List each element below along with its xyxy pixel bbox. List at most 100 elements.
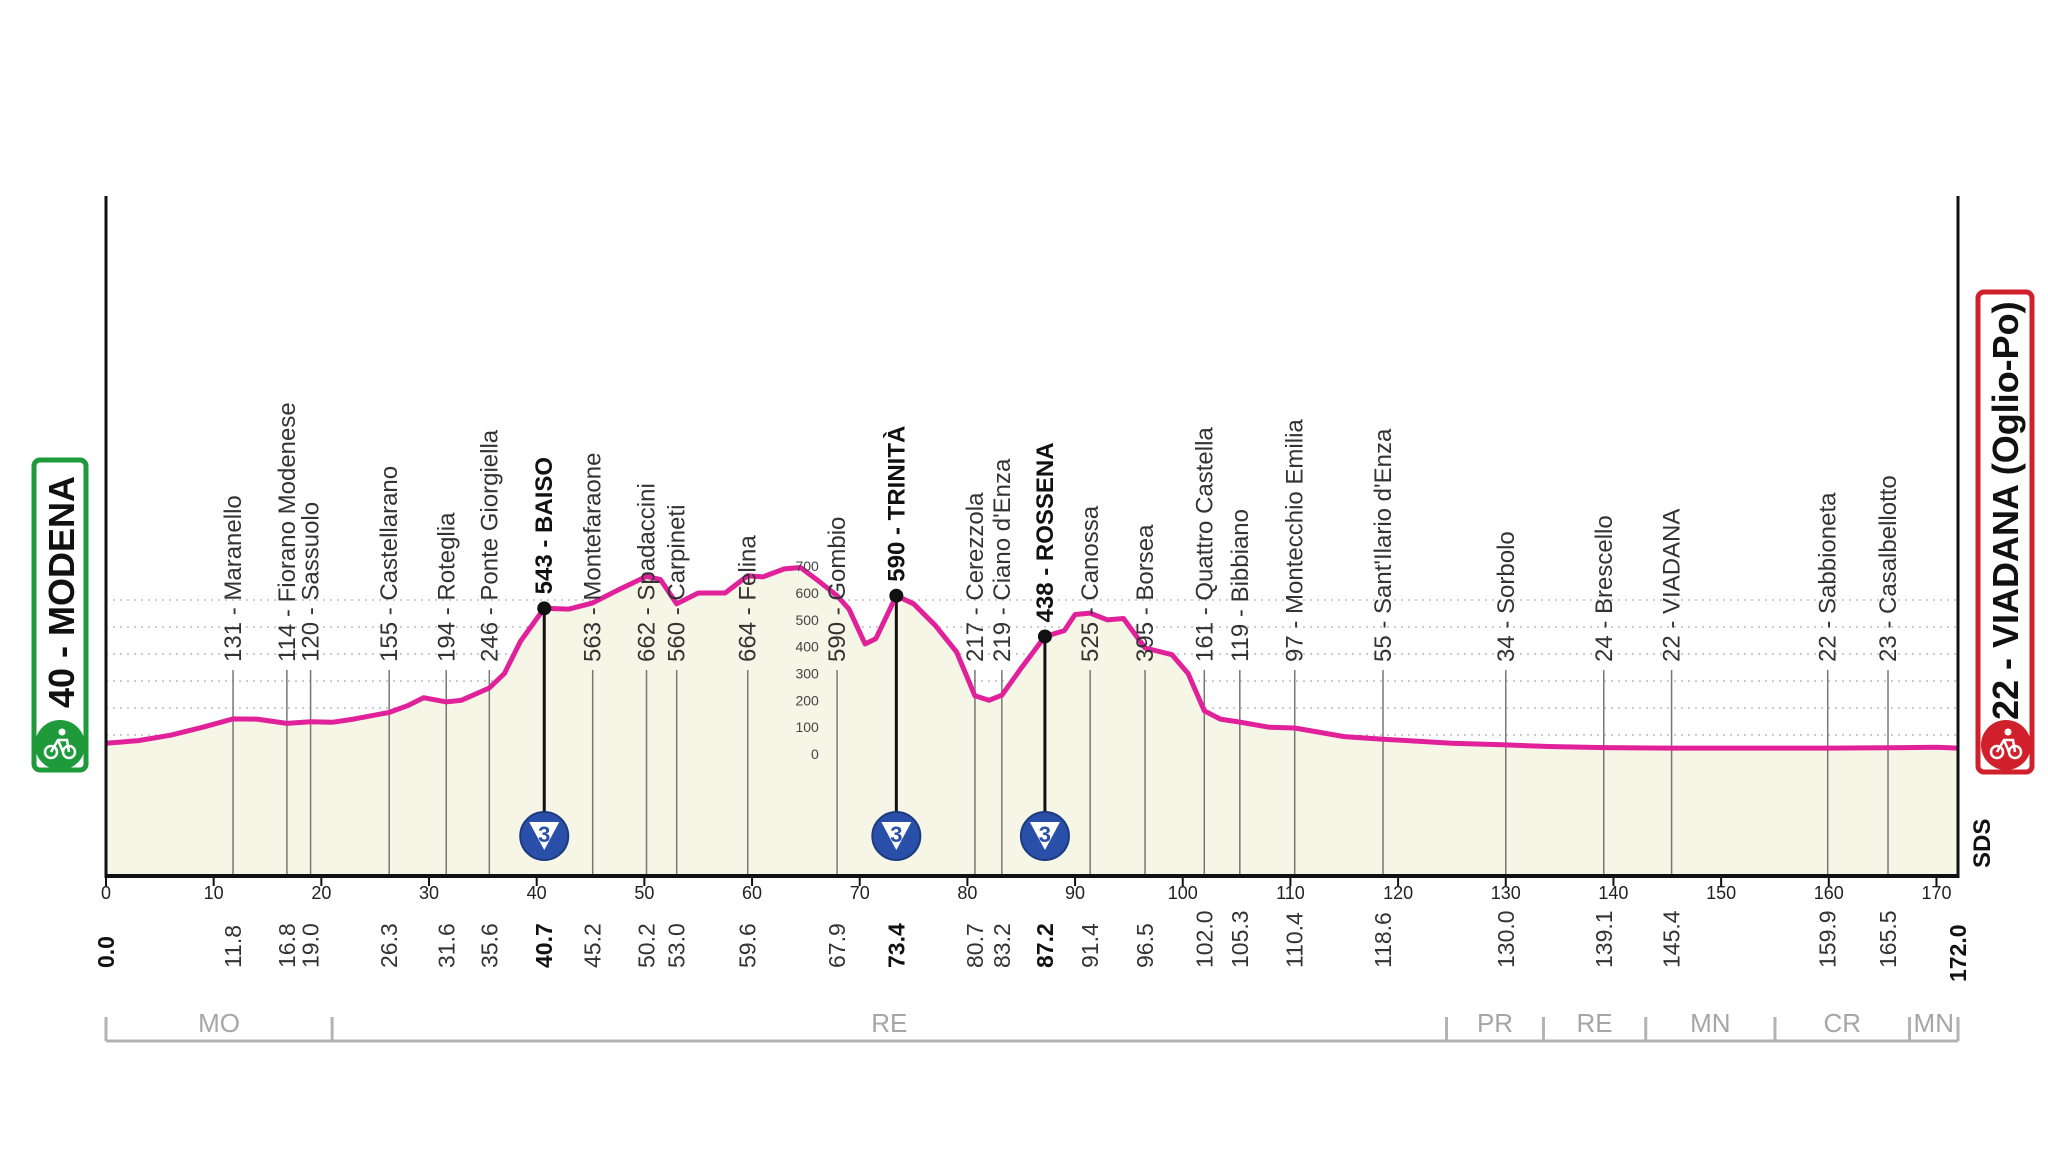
altitude-tick-label: 300 bbox=[795, 666, 819, 682]
kom-badge-icon: 3 bbox=[519, 811, 570, 861]
waypoint-km-labels: 11.8 16.819.0 26.3 31.6 35.6 40.7 45.2 50.2 53.0… bbox=[93, 910, 1971, 982]
waypoint-km-label: 91.4 bbox=[1077, 923, 1103, 968]
altitude-tick-label: 200 bbox=[795, 692, 819, 708]
start-badge: 40 - MODENA bbox=[31, 457, 89, 773]
waypoint-km-label: 19.0 bbox=[298, 923, 324, 968]
waypoint-label: 662 - Spadaccini bbox=[634, 483, 661, 662]
waypoint-label: 22 - VIADANA bbox=[1659, 509, 1686, 662]
waypoint-label: 194 - Roteglia bbox=[433, 512, 460, 662]
altitude-scale: 0 100 200 300 400 500 600 700 bbox=[795, 558, 819, 762]
waypoint-km-label: 83.2 bbox=[989, 923, 1015, 968]
waypoint-label: 97 - Montecchio Emilia bbox=[1282, 419, 1309, 662]
climb-summit-dot bbox=[889, 588, 904, 603]
x-tick-label: 80 bbox=[957, 883, 977, 903]
waypoint-label: 22 - Sabbioneta bbox=[1815, 492, 1842, 662]
climb-category: 3 bbox=[538, 822, 550, 847]
x-tick-label: 170 bbox=[1921, 883, 1951, 903]
axes bbox=[104, 196, 1960, 878]
waypoint-km-label: 87.2 bbox=[1032, 923, 1058, 968]
kom-badge-triangle bbox=[881, 822, 912, 850]
province-label: MN bbox=[1914, 1008, 1954, 1038]
province-label: CR bbox=[1823, 1008, 1861, 1038]
kom-badge-icon: 3 bbox=[871, 811, 922, 861]
province-label: RE bbox=[1577, 1008, 1613, 1038]
waypoint-km-label: 16.8 bbox=[274, 923, 300, 968]
province-label: MO bbox=[198, 1008, 240, 1038]
waypoint-km-label: 118.6 bbox=[1370, 912, 1396, 968]
climb-markers: 3 3 3 bbox=[519, 588, 1070, 861]
waypoint-km-label: 139.1 bbox=[1591, 910, 1617, 968]
waypoint-km-label: 80.7 bbox=[962, 923, 988, 968]
waypoint-km-label: 110.4 bbox=[1282, 912, 1308, 968]
altitude-tick-label: 700 bbox=[795, 558, 819, 574]
waypoint-label: 560 - Carpineti bbox=[664, 505, 691, 662]
finish-label: 22 - VIADANA (Oglio-Po) bbox=[1985, 301, 2026, 720]
x-tick-label: 30 bbox=[419, 883, 439, 903]
waypoint-km-label: 130.0 bbox=[1493, 910, 1519, 968]
waypoint-label: 246 - Ponte Giorgiella bbox=[476, 429, 503, 662]
waypoint-km-label: 53.0 bbox=[664, 923, 690, 968]
climb-summit-dot bbox=[537, 601, 552, 616]
waypoint-label: 120 - Sassuolo bbox=[298, 502, 325, 662]
kom-badge-icon: 3 bbox=[1019, 811, 1070, 861]
waypoint-label: 155 - Castellarano bbox=[376, 466, 403, 662]
x-tick-label: 100 bbox=[1168, 883, 1198, 903]
waypoint-label: 590 - Gombio bbox=[824, 517, 851, 662]
finish-badge: 22 - VIADANA (Oglio-Po) bbox=[1975, 289, 2035, 775]
province-label: RE bbox=[871, 1008, 907, 1038]
climb-summit-dot bbox=[1037, 629, 1052, 644]
x-tick-label: 10 bbox=[204, 883, 224, 903]
province-label: MN bbox=[1690, 1008, 1730, 1038]
x-tick-label: 60 bbox=[742, 883, 762, 903]
altitude-tick-label: 100 bbox=[795, 719, 819, 735]
waypoint-label: 525 - Canossa bbox=[1077, 505, 1104, 662]
waypoint-label: 219 - Ciano d'Enza bbox=[989, 458, 1016, 662]
waypoint-label: 23 - Casalbellotto bbox=[1875, 475, 1902, 662]
start-km-label: 0.0 bbox=[93, 936, 119, 968]
province-label: PR bbox=[1477, 1008, 1513, 1038]
altitude-tick-label: 0 bbox=[811, 746, 819, 762]
x-axis-ticks: 0 10 20 30 40 50 60 70 80 90 100 110 120 130 140 150 160… bbox=[101, 876, 1951, 903]
start-label: 40 - MODENA bbox=[41, 476, 82, 708]
waypoint-label: 161 - Quattro Castella bbox=[1191, 427, 1218, 662]
x-tick-label: 50 bbox=[634, 883, 654, 903]
x-tick-label: 70 bbox=[850, 883, 870, 903]
waypoint-label: 119 - Bibbiano bbox=[1227, 509, 1254, 662]
x-tick-label: 130 bbox=[1491, 883, 1521, 903]
x-tick-label: 160 bbox=[1814, 883, 1844, 903]
waypoint-label: 563 - Montefaraone bbox=[580, 453, 607, 662]
waypoint-km-label: 145.4 bbox=[1659, 910, 1685, 968]
x-tick-label: 110 bbox=[1276, 883, 1305, 903]
waypoint-label: 590 - TRINITÀ bbox=[882, 426, 910, 582]
waypoint-km-label: 105.3 bbox=[1227, 910, 1253, 968]
waypoint-km-label: 50.2 bbox=[634, 923, 660, 968]
waypoint-km-label: 73.4 bbox=[883, 923, 909, 968]
waypoint-label: 114 - Fiorano Modenese bbox=[274, 402, 301, 662]
x-tick-label: 20 bbox=[311, 883, 331, 903]
cyclist-icon bbox=[1981, 720, 2031, 770]
province-band: MO RE PR RE MN CR MN bbox=[104, 1008, 1960, 1043]
waypoint-label: 543 - BAISO bbox=[531, 457, 558, 594]
profile-area-fill bbox=[106, 567, 1958, 876]
x-tick-label: 40 bbox=[527, 883, 547, 903]
waypoint-label: 664 - Felina bbox=[735, 535, 762, 662]
waypoint-labels: 131 - Maranello 114 - Fiorano Modenese120… bbox=[220, 402, 1902, 662]
sds-watermark: SDS bbox=[1969, 819, 1996, 868]
waypoint-label: 24 - Brescello bbox=[1591, 515, 1618, 662]
waypoint-label: 438 - ROSSENA bbox=[1032, 442, 1059, 622]
x-tick-label: 150 bbox=[1706, 883, 1736, 903]
x-tick-label: 90 bbox=[1065, 883, 1085, 903]
kom-badge-triangle bbox=[1029, 822, 1060, 850]
cyclist-icon bbox=[35, 720, 85, 770]
climb-category: 3 bbox=[1039, 822, 1051, 847]
waypoint-km-label: 35.6 bbox=[476, 923, 502, 968]
waypoint-label: 395 - Borsea bbox=[1132, 524, 1159, 662]
waypoint-km-label: 26.3 bbox=[376, 923, 402, 968]
kom-badge-triangle bbox=[529, 822, 560, 850]
x-tick-label: 0 bbox=[101, 883, 111, 903]
altitude-tick-label: 500 bbox=[795, 612, 819, 628]
waypoint-km-label: 11.8 bbox=[220, 925, 246, 968]
waypoint-label: 131 - Maranello bbox=[220, 495, 247, 662]
profile-line bbox=[105, 565, 1959, 751]
